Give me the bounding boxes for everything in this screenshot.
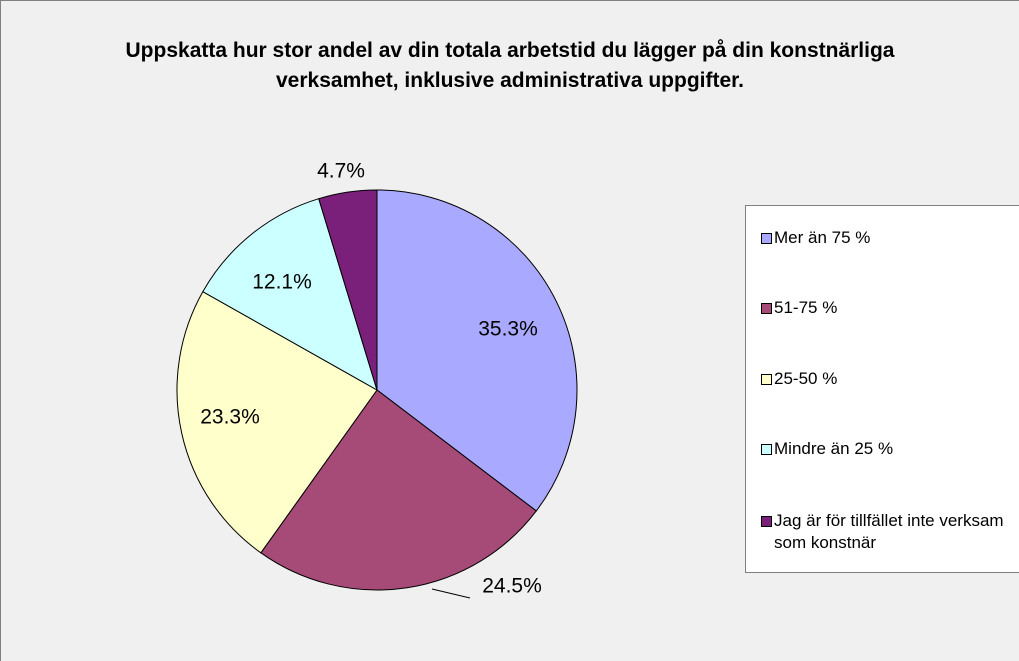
pie-slice bbox=[376, 189, 578, 512]
pie-slice bbox=[176, 290, 378, 554]
data-label: 4.7% bbox=[317, 160, 365, 183]
pie-slice bbox=[202, 198, 378, 392]
legend-item: Mer än 75 % bbox=[761, 227, 1014, 249]
legend-swatch bbox=[761, 233, 772, 244]
legend-box bbox=[745, 205, 1019, 573]
legend-swatch bbox=[761, 374, 772, 385]
legend-item: Jag är för tillfället inte verksam som k… bbox=[761, 510, 1014, 554]
legend-item: 25-50 % bbox=[761, 368, 1014, 390]
leader-line bbox=[431, 588, 471, 599]
legend-label: Mer än 75 % bbox=[774, 228, 871, 247]
legend-swatch bbox=[761, 303, 772, 314]
legend-item: 51-75 % bbox=[761, 297, 1014, 319]
legend-item: Mindre än 25 % bbox=[761, 438, 1014, 460]
chart-title: Uppskatta hur stor andel av din totala a… bbox=[125, 39, 895, 92]
legend-label: 25-50 % bbox=[774, 369, 838, 388]
data-label: 35.3% bbox=[478, 318, 538, 341]
pie-slice bbox=[260, 389, 537, 591]
legend-label: Mindre än 25 % bbox=[774, 439, 894, 458]
legend-label: Jag är för tillfället inte verksam som k… bbox=[774, 511, 1004, 552]
data-label: 24.5% bbox=[482, 575, 542, 598]
data-label: 12.1% bbox=[252, 271, 312, 294]
legend-label: 51-75 % bbox=[774, 298, 838, 317]
legend-swatch bbox=[761, 516, 772, 527]
legend-swatch bbox=[761, 444, 772, 455]
data-label: 23.3% bbox=[200, 406, 260, 429]
pie-slice bbox=[318, 189, 378, 391]
